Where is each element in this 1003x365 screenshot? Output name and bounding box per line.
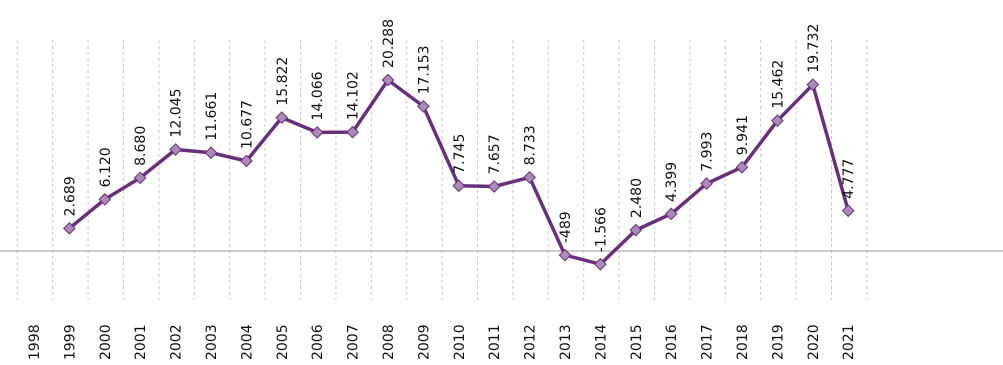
data-label: 7.993 — [700, 132, 716, 172]
x-tick-label: 1999 — [62, 324, 78, 360]
data-point-marker — [346, 125, 359, 139]
x-tick-label: 2004 — [239, 324, 255, 360]
x-tick-label: 2010 — [452, 324, 468, 360]
data-point-marker — [594, 257, 607, 271]
data-point-marker — [240, 154, 253, 168]
x-tick-label: 2013 — [558, 324, 574, 360]
data-label: 10.677 — [239, 100, 255, 149]
x-tick-label: 2016 — [664, 324, 680, 360]
data-label: 20.288 — [381, 19, 397, 68]
x-tick-label: 2003 — [204, 324, 220, 360]
x-tick-label: 2007 — [346, 324, 362, 360]
x-tick-label: 2015 — [629, 324, 645, 360]
x-tick-label: 2002 — [169, 324, 185, 360]
data-label: 12.045 — [169, 88, 185, 137]
x-tick-label: 2011 — [487, 324, 503, 360]
data-label: -489 — [558, 211, 574, 243]
data-label: 17.153 — [416, 45, 432, 94]
data-label: 8.680 — [133, 126, 149, 166]
x-tick-label: 2008 — [381, 324, 397, 360]
grid-layer — [16, 40, 868, 300]
data-label: 19.732 — [806, 24, 822, 73]
data-label: 14.066 — [310, 71, 326, 120]
data-label: -1.566 — [593, 207, 609, 252]
data-label-layer: 2.689 6.120 8.680 12.045 11.661 10.677 15.822 1… — [62, 19, 857, 252]
x-tick-label: 2012 — [523, 324, 539, 360]
data-point-marker — [558, 248, 572, 262]
x-tick-label: 2018 — [735, 324, 751, 360]
x-tick-label: 2020 — [806, 324, 822, 360]
data-point-marker — [169, 143, 182, 156]
marker-layer — [63, 73, 855, 271]
x-tick-label: 2000 — [98, 324, 114, 360]
data-point-marker — [806, 78, 820, 92]
data-label: 8.733 — [523, 125, 539, 165]
data-label: 4.777 — [841, 159, 857, 199]
data-point-marker — [523, 171, 536, 184]
data-point-marker — [98, 193, 112, 206]
data-label: 7.745 — [452, 134, 468, 174]
data-point-marker — [133, 171, 147, 185]
data-point-marker — [310, 126, 324, 139]
data-label: 9.941 — [735, 115, 751, 155]
data-point-marker — [629, 223, 643, 237]
data-point-marker — [771, 114, 784, 128]
x-tick-label: 2006 — [310, 324, 326, 360]
data-point-marker — [204, 146, 218, 160]
data-point-marker — [664, 207, 678, 221]
x-tick-label: 2014 — [593, 324, 609, 360]
x-tick-label: 2001 — [133, 324, 149, 360]
data-point-marker — [381, 73, 395, 87]
data-label: 7.657 — [487, 134, 503, 174]
data-label: 11.661 — [204, 92, 220, 141]
x-tick-label: 2017 — [700, 324, 716, 360]
data-point-marker — [735, 160, 749, 174]
data-point-marker — [487, 180, 501, 193]
data-label: 4.399 — [664, 162, 680, 202]
data-label: 15.462 — [770, 60, 786, 109]
data-point-marker — [841, 204, 855, 218]
x-tick-label: 1998 — [27, 324, 43, 360]
data-label: 2.689 — [62, 176, 78, 216]
data-label: 14.102 — [346, 71, 362, 120]
data-label: 2.480 — [629, 178, 645, 218]
data-point-marker — [275, 111, 289, 125]
data-point-marker — [452, 179, 466, 193]
x-tick-label: 2021 — [841, 324, 857, 360]
x-tick-label: 2009 — [416, 324, 432, 360]
x-axis-tick-layer: 1998 1999 2000 2001 2002 2003 2004 2005 2006 2007… — [27, 324, 857, 360]
data-label: 6.120 — [98, 147, 114, 187]
data-point-marker — [700, 177, 713, 190]
data-point-marker — [63, 221, 76, 235]
data-point-marker — [417, 100, 430, 113]
x-tick-label: 2019 — [770, 324, 786, 360]
x-tick-label: 2005 — [275, 324, 291, 360]
data-label: 15.822 — [275, 57, 291, 106]
